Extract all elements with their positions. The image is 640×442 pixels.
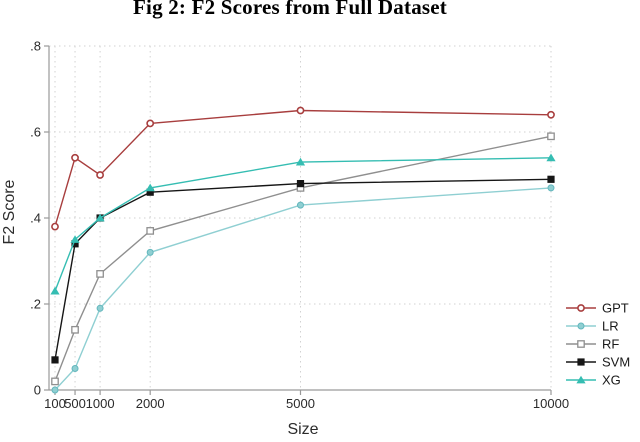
y-tick-label: .8 [30, 39, 41, 54]
legend-item-rf: RF [566, 337, 619, 352]
y-tick-label: .2 [30, 297, 41, 312]
series-line-SVM [54, 178, 552, 361]
data-point-LR [71, 365, 79, 372]
y-tick-label: .4 [30, 211, 41, 226]
legend-item-svm: SVM [566, 355, 630, 370]
x-axis-title: Size [287, 421, 318, 438]
data-point-LR [146, 248, 154, 256]
data-point-GPT [547, 110, 555, 119]
data-point-GPT [146, 119, 155, 128]
y-tick-label: .6 [30, 125, 41, 140]
data-point-XG [95, 213, 105, 222]
data-point-LR [547, 184, 555, 192]
data-point-SVM [296, 180, 305, 188]
data-point-XG [145, 183, 155, 192]
legend-label: RF [602, 337, 619, 352]
series-LR [51, 184, 555, 394]
data-point-GPT [296, 106, 305, 115]
legend-label: SVM [602, 355, 630, 370]
legend-marker-rf [577, 340, 585, 348]
legend-label: GPT [602, 301, 629, 316]
figure-title: Fig 2: F2 Scores from Full Dataset [133, 0, 447, 19]
data-point-SVM [547, 175, 555, 183]
data-point-LR [51, 386, 59, 394]
series-GPT [51, 106, 555, 231]
x-tick-label: 500 [64, 396, 86, 411]
x-tick-label: 100 [44, 396, 66, 411]
legend-item-xg: XG [566, 373, 621, 388]
data-point-RF [51, 377, 59, 386]
data-point-LR [296, 201, 304, 209]
data-point-SVM [146, 188, 154, 196]
legend-marker-lr [577, 322, 585, 330]
series-line-LR [54, 187, 552, 391]
series-line-XG [54, 157, 552, 292]
data-point-XG [546, 153, 556, 162]
legend-item-lr: LR [566, 319, 619, 334]
data-point-RF [71, 325, 79, 334]
y-tick-label: 0 [34, 383, 41, 398]
series-line-GPT [54, 109, 552, 227]
data-point-RF [146, 227, 155, 235]
legend-marker-xg [576, 375, 586, 384]
data-point-SVM [71, 240, 79, 248]
data-point-RF [547, 132, 555, 141]
legend-marker-gpt [577, 304, 585, 312]
legend-label: LR [602, 319, 619, 334]
data-point-SVM [51, 356, 59, 364]
legend-label: XG [602, 373, 621, 388]
series-line-RF [54, 135, 552, 382]
data-point-GPT [51, 222, 59, 231]
series-XG [50, 153, 556, 295]
data-point-LR [96, 304, 104, 312]
x-tick-label: 10000 [533, 396, 569, 411]
x-tick-label: 2000 [136, 396, 165, 411]
y-axis-title: F2 Score [1, 179, 18, 244]
series-RF [51, 132, 555, 386]
legend-marker-svm [577, 358, 585, 366]
data-point-XG [50, 286, 60, 295]
x-tick-label: 5000 [286, 396, 315, 411]
legend-item-gpt: GPT [566, 301, 629, 316]
data-point-RF [96, 270, 104, 278]
data-point-GPT [96, 171, 104, 179]
data-point-GPT [71, 153, 79, 162]
data-point-XG [295, 157, 306, 166]
data-point-XG [70, 235, 80, 243]
x-tick-label: 1000 [86, 396, 115, 411]
